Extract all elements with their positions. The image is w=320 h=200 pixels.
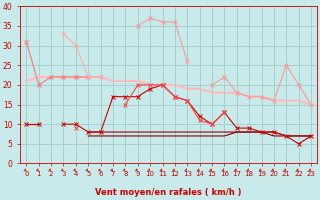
X-axis label: Vent moyen/en rafales ( km/h ): Vent moyen/en rafales ( km/h ) xyxy=(95,188,242,197)
